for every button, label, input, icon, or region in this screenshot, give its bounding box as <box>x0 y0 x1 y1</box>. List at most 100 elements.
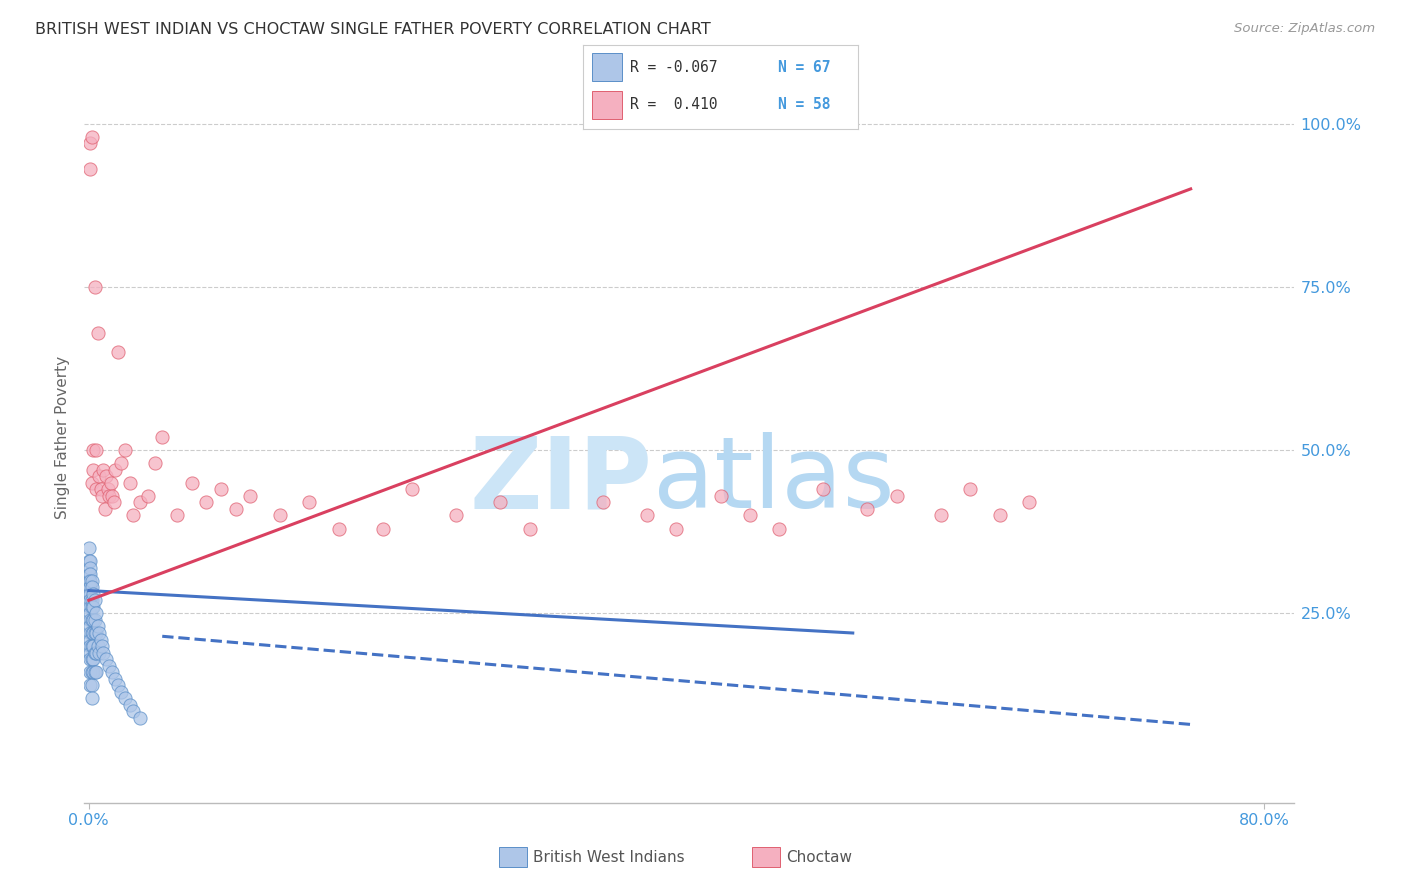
Point <box>83 626 105 640</box>
Point <box>129 711 152 725</box>
Point <box>121 705 143 719</box>
Point <box>121 508 143 523</box>
Point <box>738 508 761 523</box>
Point <box>82 463 104 477</box>
Point <box>79 626 101 640</box>
Point <box>143 456 166 470</box>
Point <box>80 475 103 490</box>
Text: Source: ZipAtlas.com: Source: ZipAtlas.com <box>1234 22 1375 36</box>
Point <box>114 443 136 458</box>
Point <box>107 345 129 359</box>
Point <box>813 483 835 497</box>
Point <box>104 463 127 477</box>
Point <box>94 502 117 516</box>
FancyBboxPatch shape <box>592 91 621 120</box>
Point <box>86 326 108 340</box>
Point <box>79 136 101 151</box>
Point <box>80 639 103 653</box>
Point <box>79 678 101 692</box>
Point <box>80 652 103 666</box>
Point <box>93 646 115 660</box>
Point <box>84 443 107 458</box>
Point <box>84 665 107 680</box>
Point <box>82 599 104 614</box>
Point <box>97 483 120 497</box>
Point <box>328 521 350 535</box>
Point <box>84 646 107 660</box>
Point <box>665 521 688 535</box>
Point <box>84 626 107 640</box>
Point <box>87 626 110 640</box>
Point <box>77 554 100 568</box>
Point <box>83 593 105 607</box>
Point <box>519 521 541 535</box>
Point <box>136 489 159 503</box>
Point <box>856 502 879 516</box>
Point <box>79 665 101 680</box>
Point <box>79 619 101 633</box>
Point <box>87 469 110 483</box>
Point <box>79 567 101 582</box>
Point <box>79 593 101 607</box>
Text: Choctaw: Choctaw <box>786 850 852 864</box>
Point <box>83 665 105 680</box>
Point <box>103 495 125 509</box>
Point <box>79 607 101 621</box>
Point <box>96 469 118 483</box>
Text: atlas: atlas <box>652 433 894 530</box>
Point <box>959 483 981 497</box>
Point <box>444 508 467 523</box>
Point <box>80 626 103 640</box>
Point <box>79 560 101 574</box>
Point <box>195 495 218 509</box>
Text: R = -0.067: R = -0.067 <box>630 60 717 75</box>
Point <box>110 685 132 699</box>
Point <box>77 587 100 601</box>
Point <box>80 580 103 594</box>
Point <box>91 489 114 503</box>
Y-axis label: Single Father Poverty: Single Father Poverty <box>55 356 70 518</box>
Point <box>77 574 100 588</box>
Point <box>77 541 100 555</box>
Text: N = 67: N = 67 <box>778 60 831 75</box>
Point <box>101 489 124 503</box>
Point <box>82 665 104 680</box>
Point <box>79 599 101 614</box>
Point <box>929 508 952 523</box>
Point <box>129 495 152 509</box>
Point <box>91 639 114 653</box>
Point <box>988 508 1011 523</box>
Point <box>87 646 110 660</box>
Text: BRITISH WEST INDIAN VS CHOCTAW SINGLE FATHER POVERTY CORRELATION CHART: BRITISH WEST INDIAN VS CHOCTAW SINGLE FA… <box>35 22 711 37</box>
Point <box>150 430 173 444</box>
Point <box>401 483 423 497</box>
Point <box>96 652 118 666</box>
Point <box>83 280 105 294</box>
Point <box>114 691 136 706</box>
Point <box>118 475 141 490</box>
Point <box>80 574 103 588</box>
Point <box>83 613 105 627</box>
Point <box>371 521 394 535</box>
Point <box>79 646 101 660</box>
Point <box>98 489 121 503</box>
Point <box>82 613 104 627</box>
Point <box>101 665 124 680</box>
Point <box>82 652 104 666</box>
Point <box>89 483 111 497</box>
Point <box>82 626 104 640</box>
Point <box>79 574 101 588</box>
Point <box>93 463 115 477</box>
Point <box>107 678 129 692</box>
Point <box>104 672 127 686</box>
Point <box>79 554 101 568</box>
FancyBboxPatch shape <box>592 54 621 81</box>
Point <box>79 632 101 647</box>
Point <box>886 489 908 503</box>
Point <box>709 489 731 503</box>
Point <box>86 639 108 653</box>
Point <box>84 607 107 621</box>
Point <box>1018 495 1040 509</box>
Point <box>298 495 321 509</box>
Text: N = 58: N = 58 <box>778 97 831 112</box>
